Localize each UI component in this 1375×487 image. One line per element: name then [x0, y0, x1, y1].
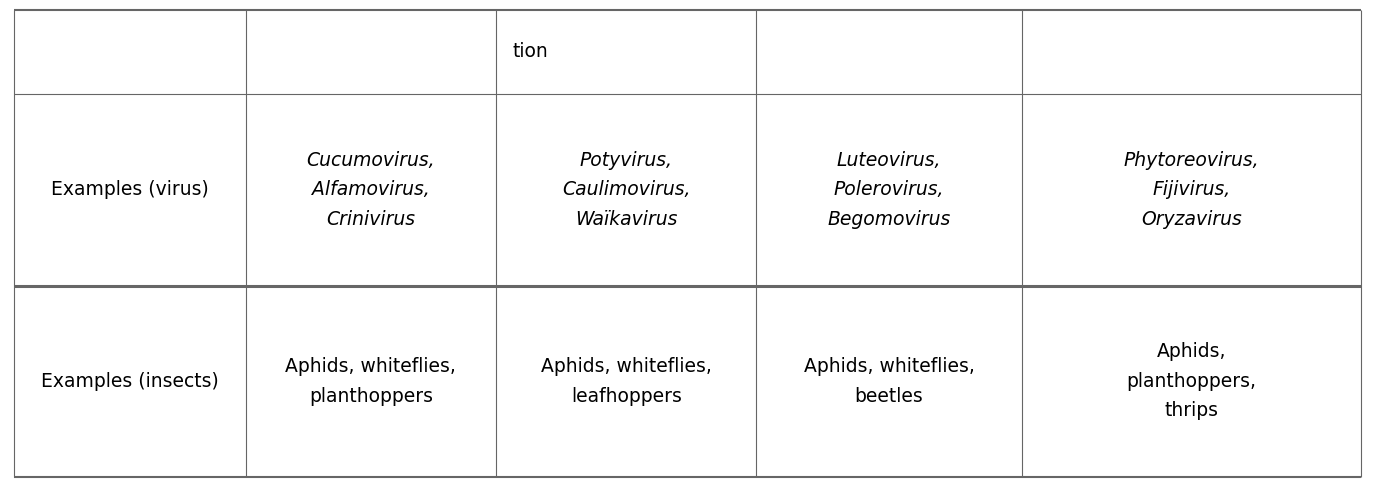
- Text: Cucumovirus,
Alfamovirus,
Crinivirus: Cucumovirus, Alfamovirus, Crinivirus: [307, 151, 434, 229]
- Text: Aphids, whiteflies,
beetles: Aphids, whiteflies, beetles: [803, 357, 975, 406]
- Text: tion: tion: [513, 42, 549, 61]
- Text: Aphids, whiteflies,
leafhoppers: Aphids, whiteflies, leafhoppers: [540, 357, 712, 406]
- Text: Aphids, whiteflies,
planthoppers: Aphids, whiteflies, planthoppers: [286, 357, 456, 406]
- Text: Examples (insects): Examples (insects): [41, 372, 219, 391]
- Text: Aphids,
planthoppers,
thrips: Aphids, planthoppers, thrips: [1126, 342, 1257, 420]
- Text: Luteovirus,
Polerovirus,
Begomovirus: Luteovirus, Polerovirus, Begomovirus: [828, 151, 950, 229]
- Text: Phytoreovirus,
Fijivirus,
Oryzavirus: Phytoreovirus, Fijivirus, Oryzavirus: [1123, 151, 1260, 229]
- Text: Examples (virus): Examples (virus): [51, 180, 209, 199]
- Text: Potyvirus,
Caulimovirus,
Waïkavirus: Potyvirus, Caulimovirus, Waïkavirus: [562, 151, 690, 229]
